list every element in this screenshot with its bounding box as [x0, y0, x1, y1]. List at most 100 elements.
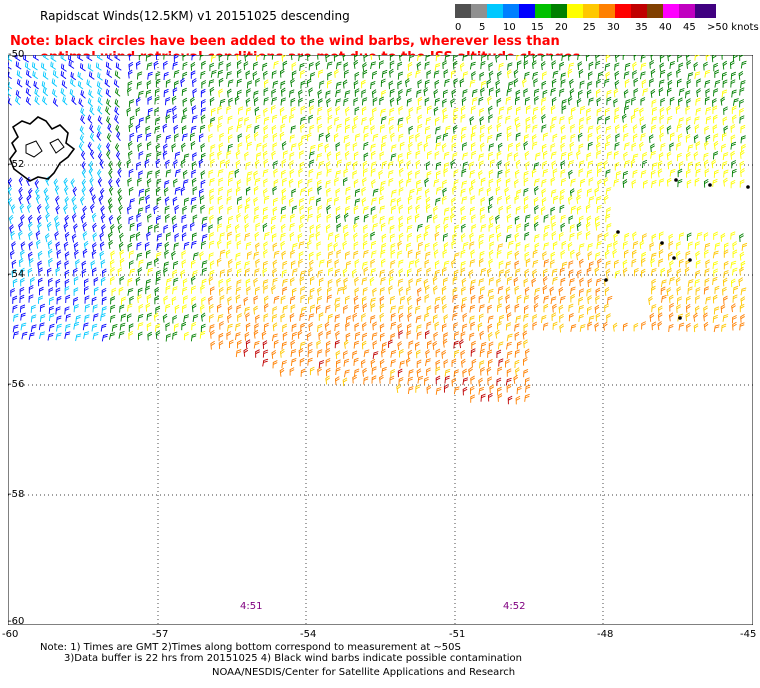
wind-barb	[480, 87, 485, 97]
wind-barb	[433, 205, 438, 215]
wind-barb	[587, 132, 593, 142]
wind-barb	[470, 132, 476, 141]
wind-barb	[666, 87, 672, 97]
wind-barb	[209, 195, 215, 204]
wind-barb	[254, 106, 260, 116]
wind-barb	[408, 141, 413, 151]
wind-barb	[452, 152, 458, 161]
wind-barb	[35, 194, 41, 204]
wind-barb	[52, 69, 59, 79]
wind-barb	[219, 98, 226, 107]
wind-barb	[114, 98, 120, 108]
wind-barb	[165, 97, 171, 106]
wind-barb	[60, 55, 67, 62]
wind-barb	[191, 161, 197, 170]
wind-barb	[335, 170, 342, 178]
wind-barb	[135, 60, 141, 70]
wind-barb	[288, 178, 294, 188]
wind-barb	[164, 196, 170, 206]
wind-barb	[605, 169, 611, 178]
wind-barb	[633, 88, 639, 97]
wind-barb	[408, 134, 414, 143]
wind-barb	[740, 135, 746, 144]
wind-barb	[515, 122, 521, 132]
wind-barb	[398, 178, 404, 188]
wind-barb	[703, 179, 709, 188]
wind-barb	[388, 161, 394, 170]
wind-barb	[108, 215, 114, 225]
wind-barb	[114, 106, 120, 116]
wind-barb	[578, 89, 583, 99]
wind-barb	[659, 107, 665, 116]
contamination-marker	[672, 256, 676, 260]
wind-barb	[425, 203, 431, 213]
wind-barb	[711, 55, 717, 63]
wind-barb	[667, 115, 673, 124]
legend-swatch	[615, 4, 636, 18]
wind-barb	[138, 170, 143, 179]
wind-barb	[639, 107, 644, 117]
wind-barb	[722, 79, 728, 88]
wind-barb	[353, 161, 358, 170]
wind-barb	[640, 170, 647, 179]
wind-barb	[335, 89, 341, 98]
wind-barb	[551, 60, 557, 70]
wind-barb	[271, 88, 277, 98]
wind-barb	[435, 161, 442, 170]
wind-barb	[210, 69, 217, 78]
wind-barb	[146, 80, 152, 90]
wind-barb	[25, 62, 31, 71]
wind-barb	[363, 141, 369, 151]
wind-barb	[631, 142, 637, 152]
wind-barb	[605, 126, 612, 134]
wind-barb	[659, 62, 665, 72]
wind-barb	[262, 150, 268, 160]
wind-barb	[505, 115, 511, 124]
wind-barb	[128, 215, 134, 225]
wind-barb	[235, 159, 241, 169]
wind-barb	[237, 142, 243, 151]
wind-barb	[128, 99, 135, 108]
wind-barb	[71, 213, 77, 223]
wind-barb	[570, 107, 576, 116]
wind-barb	[327, 124, 333, 134]
wind-barb	[42, 71, 49, 80]
wind-barb	[156, 215, 162, 224]
wind-barb	[605, 187, 612, 195]
wind-barb	[567, 195, 573, 205]
wind-barb	[127, 177, 132, 187]
wind-barb	[362, 177, 367, 187]
wind-barb	[442, 98, 447, 108]
wind-barb	[432, 214, 438, 224]
wind-barb	[578, 124, 584, 134]
wind-barb	[678, 88, 685, 96]
wind-barb	[89, 132, 95, 142]
wind-barb	[515, 106, 521, 115]
wind-barb	[317, 179, 322, 189]
wind-barb	[381, 160, 387, 169]
wind-barb	[263, 55, 270, 60]
wind-barb	[497, 195, 503, 205]
wind-barb	[712, 124, 718, 134]
wind-barb	[127, 140, 133, 150]
wind-barb	[487, 125, 493, 134]
wind-barb	[253, 186, 259, 195]
wind-barb	[389, 88, 395, 98]
wind-barb	[415, 69, 421, 78]
longitude-label: -57	[152, 629, 169, 640]
wind-barb	[442, 132, 449, 141]
latitude-label: -58	[8, 489, 25, 500]
wind-barb	[96, 124, 102, 134]
wind-barb	[669, 96, 675, 106]
wind-barb	[686, 116, 691, 125]
wind-barb	[478, 153, 485, 162]
wind-barb	[453, 107, 459, 116]
wind-barb	[262, 62, 268, 71]
wind-barb	[379, 96, 385, 105]
wind-barb	[77, 80, 84, 90]
legend-swatch	[503, 4, 524, 18]
wind-barb	[542, 71, 547, 80]
wind-barb	[291, 70, 297, 79]
wind-barb	[685, 105, 691, 115]
wind-barb	[659, 132, 664, 142]
